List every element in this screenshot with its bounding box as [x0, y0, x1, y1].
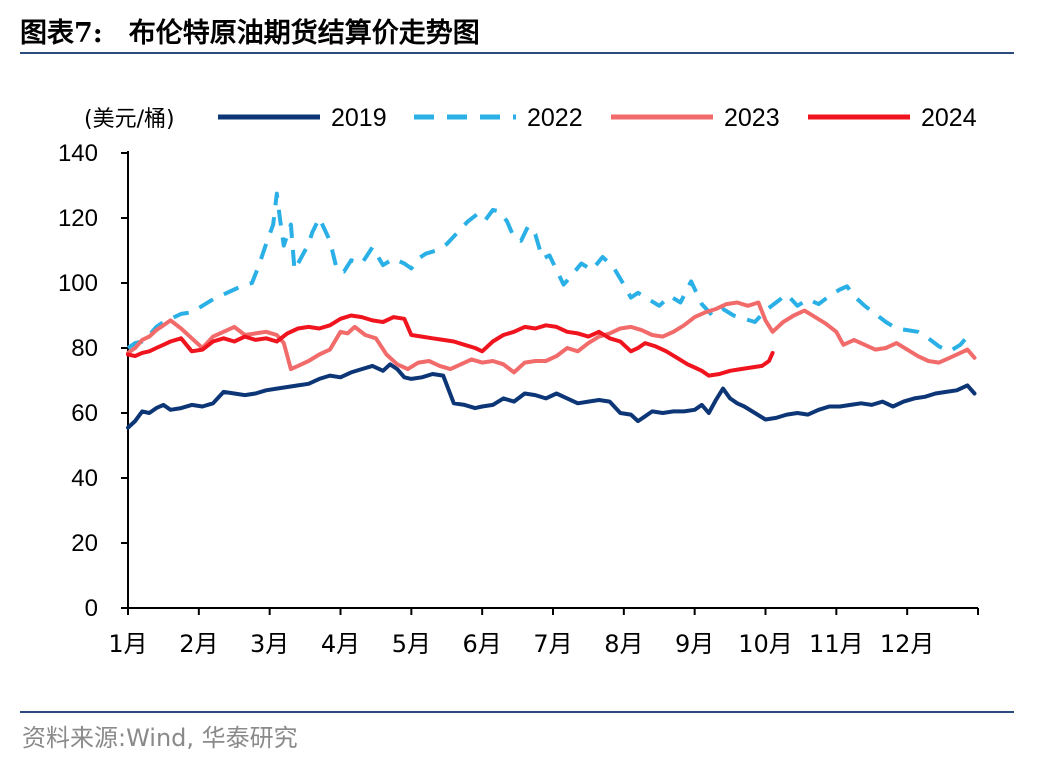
- x-tick-label: 6月: [463, 630, 502, 658]
- series-line-2022: [126, 191, 975, 354]
- y-tick-label: 140: [58, 140, 98, 167]
- unit-label: (美元/桶): [84, 107, 175, 132]
- y-tick-label: 80: [71, 335, 98, 362]
- source-rule: [20, 711, 1014, 713]
- legend: (美元/桶) 2019 2022 2023 2024: [84, 104, 977, 132]
- figure-number: 图表7:: [20, 17, 103, 49]
- title-rule: [20, 52, 1014, 54]
- legend-label-2019: 2019: [331, 104, 387, 132]
- y-tick-label: 100: [58, 270, 98, 297]
- x-tick-label: 5月: [392, 630, 431, 658]
- series-line-2024: [126, 313, 775, 378]
- oil-price-line-chart: 0 20 40 60 80 100 120 140 1月 2月 3月 4月 5月 6月 7月 8月 9月 10月…: [58, 104, 979, 658]
- x-tick-label: 3月: [250, 630, 289, 658]
- series-line-2023: [126, 300, 977, 375]
- x-tick-label: 4月: [321, 630, 360, 658]
- x-tick-label: 11月: [809, 630, 864, 658]
- y-tick-label: 0: [85, 595, 98, 622]
- x-tick-label: 10月: [738, 630, 793, 658]
- x-tick-label: 2月: [179, 630, 218, 658]
- y-tick-label: 120: [58, 205, 98, 232]
- x-tick-label: 9月: [675, 630, 714, 658]
- x-tick-label: 1月: [108, 630, 147, 658]
- figure-title: 图表7: 布伦特原油期货结算价走势图: [20, 10, 480, 50]
- legend-label-2024: 2024: [921, 104, 977, 132]
- y-tick-label: 20: [71, 530, 98, 557]
- y-tick-label: 40: [71, 465, 98, 492]
- series-lines: [126, 191, 977, 430]
- x-tick-label: 7月: [533, 630, 572, 658]
- source-note: 资料来源:Wind, 华泰研究: [22, 724, 298, 752]
- y-ticks: 0 20 40 60 80 100 120 140: [58, 140, 128, 622]
- y-tick-label: 60: [71, 400, 98, 427]
- x-ticks: 1月 2月 3月 4月 5月 6月 7月 8月 9月 10月 11月 12月: [108, 608, 979, 658]
- series-line-2019: [126, 362, 977, 430]
- legend-label-2023: 2023: [724, 104, 780, 132]
- legend-label-2022: 2022: [527, 104, 583, 132]
- axes: [127, 151, 978, 609]
- x-tick-label: 12月: [880, 630, 935, 658]
- figure-caption: 布伦特原油期货结算价走势图: [128, 17, 480, 49]
- x-tick-label: 8月: [604, 630, 643, 658]
